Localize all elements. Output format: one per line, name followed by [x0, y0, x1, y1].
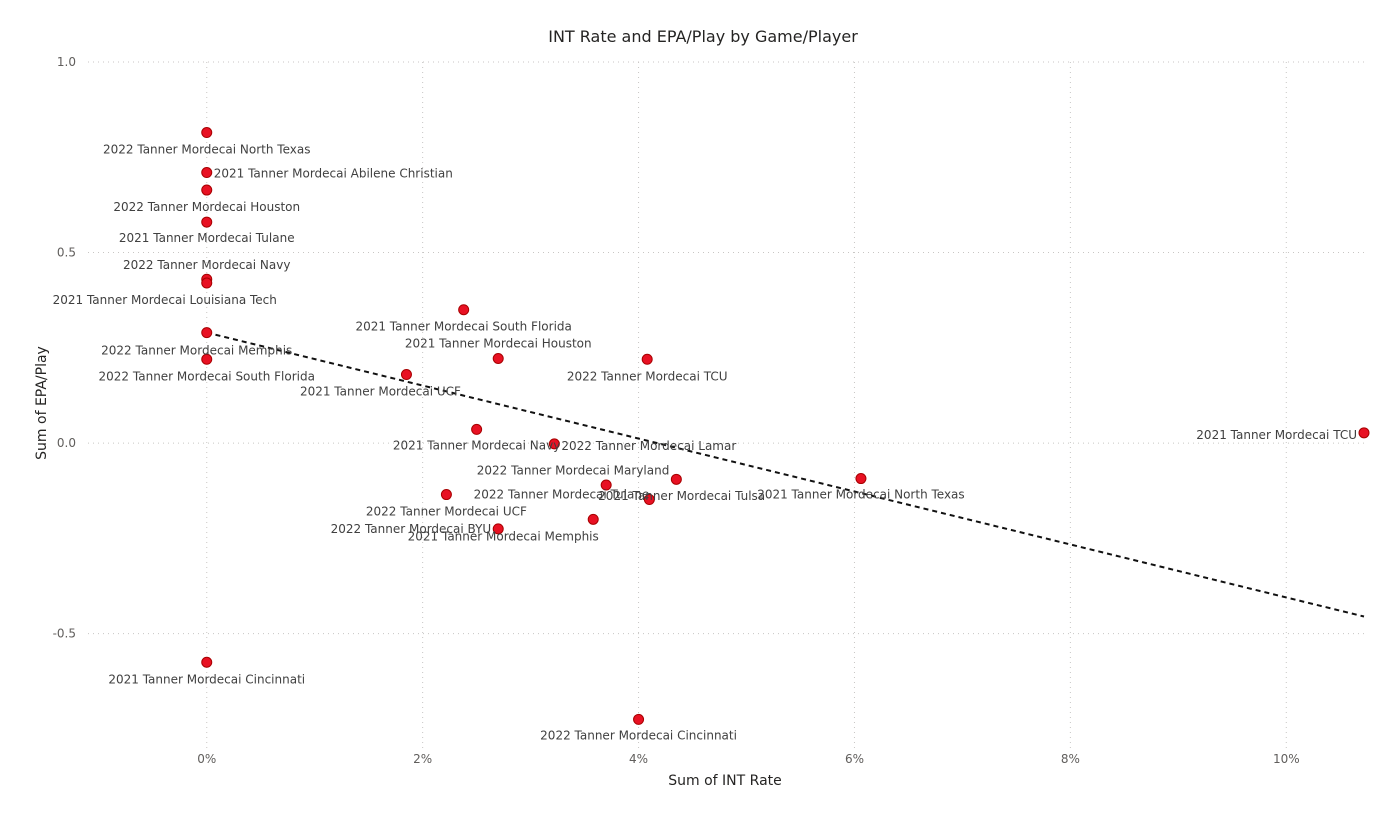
data-point-label: 2021 Tanner Mordecai Houston — [405, 337, 592, 351]
data-point — [201, 656, 213, 668]
data-point — [201, 327, 213, 339]
data-point — [1358, 427, 1370, 439]
data-point — [471, 423, 483, 435]
data-point-label: 2021 Tanner Mordecai North Texas — [757, 488, 964, 502]
data-point — [492, 353, 504, 365]
y-axis-title: Sum of EPA/Play — [34, 346, 50, 460]
data-point — [400, 369, 412, 381]
data-point — [670, 473, 682, 485]
chart-title: INT Rate and EPA/Play by Game/Player — [548, 27, 858, 46]
data-point — [458, 304, 470, 316]
y-tick-label: 0.0 — [57, 436, 76, 450]
data-point-label: 2022 Tanner Mordecai Navy — [123, 258, 290, 272]
y-tick-label: -0.5 — [53, 627, 76, 641]
data-point — [643, 494, 655, 506]
data-point — [548, 438, 560, 450]
data-points — [201, 127, 1370, 725]
data-point — [600, 479, 612, 491]
data-point-label: 2022 Tanner Mordecai Maryland — [477, 463, 670, 477]
data-point — [855, 473, 867, 485]
data-point-label: 2022 Tanner Mordecai BYU — [331, 522, 492, 536]
data-point-label: 2021 Tanner Mordecai Tulane — [119, 231, 295, 245]
data-point-label: 2022 Tanner Mordecai TCU — [567, 369, 728, 383]
y-tick-label: 1.0 — [57, 55, 76, 69]
data-point — [440, 489, 452, 501]
gridlines — [88, 61, 1364, 748]
axis-ticks: 1.0 0.5 0.0 -0.5 0% 2% 4% 6% 8% 10% — [53, 55, 1300, 766]
data-point — [201, 277, 213, 289]
data-point-label: 2021 Tanner Mordecai Louisiana Tech — [53, 293, 277, 307]
x-tick-label: 4% — [629, 752, 648, 766]
data-point-label: 2022 Tanner Mordecai Tulane — [474, 488, 650, 502]
data-point-label: 2021 Tanner Mordecai Memphis — [408, 529, 599, 543]
data-point-label: 2021 Tanner Mordecai UCF — [300, 385, 461, 399]
data-point-label: 2022 Tanner Mordecai Lamar — [561, 439, 736, 453]
data-point — [633, 713, 645, 725]
data-point-label: 2022 Tanner Mordecai South Florida — [99, 369, 315, 383]
data-point-label: 2022 Tanner Mordecai Cincinnati — [540, 728, 737, 742]
data-point — [201, 184, 213, 196]
x-tick-label: 8% — [1061, 752, 1080, 766]
data-point — [587, 513, 599, 525]
y-tick-label: 0.5 — [57, 246, 76, 260]
data-point — [201, 216, 213, 228]
trend-line — [206, 331, 1365, 618]
x-tick-label: 10% — [1273, 752, 1300, 766]
data-point-label: 2021 Tanner Mordecai South Florida — [355, 320, 571, 334]
data-point-label: 2021 Tanner Mordecai Tulsa — [598, 489, 765, 503]
x-tick-label: 2% — [413, 752, 432, 766]
data-point-label: 2022 Tanner Mordecai Houston — [113, 200, 300, 214]
data-point — [201, 353, 213, 365]
data-point-label: 2022 Tanner Mordecai UCF — [366, 505, 527, 519]
data-point-label: 2022 Tanner Mordecai North Texas — [103, 143, 310, 157]
x-axis-title: Sum of INT Rate — [668, 773, 782, 789]
point-labels: 2022 Tanner Mordecai North Texas 2021 Tan… — [53, 143, 1357, 743]
data-point-label: 2021 Tanner Mordecai Cincinnati — [108, 672, 305, 686]
data-point — [201, 167, 213, 179]
data-point — [492, 523, 504, 535]
data-point-label: 2021 Tanner Mordecai Abilene Christian — [214, 167, 453, 181]
x-tick-label: 6% — [845, 752, 864, 766]
x-tick-label: 0% — [197, 752, 216, 766]
data-point-label: 2021 Tanner Mordecai TCU — [1196, 428, 1357, 442]
data-point — [201, 127, 213, 139]
data-point-label: 2022 Tanner Mordecai Memphis — [101, 344, 292, 358]
data-point — [641, 353, 653, 365]
data-point-label: 2021 Tanner Mordecai Navy — [393, 438, 560, 452]
